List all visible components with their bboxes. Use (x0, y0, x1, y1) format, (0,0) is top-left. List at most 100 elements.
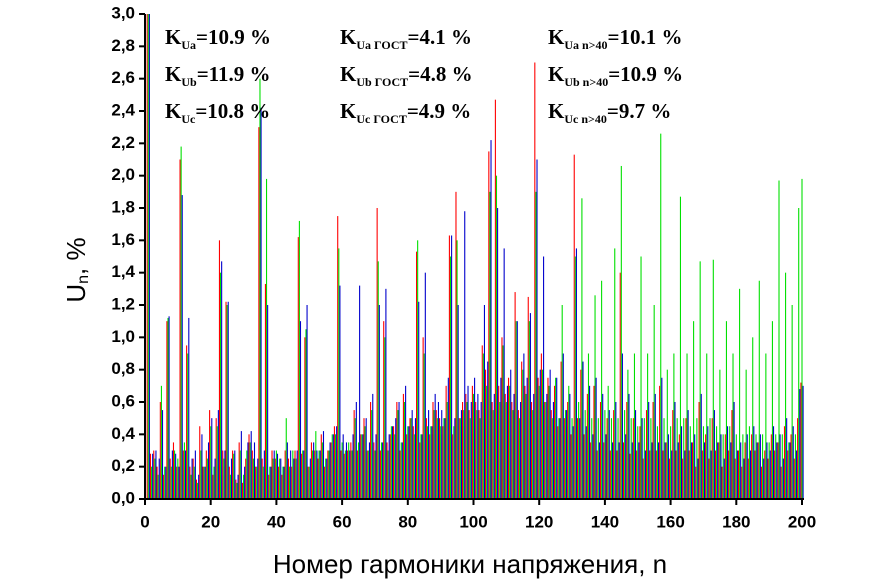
bar (440, 426, 442, 499)
bar (187, 353, 189, 499)
bar (204, 466, 206, 499)
bar (713, 410, 715, 499)
bar (730, 442, 732, 499)
bar (776, 442, 778, 499)
x-tick-label: 180 (722, 512, 750, 531)
bar (685, 418, 687, 499)
bar (226, 305, 228, 499)
bar (458, 418, 460, 499)
y-axis-title: Un, % (61, 237, 92, 302)
bar (256, 466, 258, 499)
bar (787, 450, 789, 499)
bar (582, 361, 584, 499)
bar (302, 450, 304, 499)
bar (745, 369, 747, 499)
bar (721, 466, 723, 499)
bar (765, 353, 767, 499)
bar (489, 191, 491, 500)
bar (662, 450, 664, 499)
annotation-symbol: K (165, 62, 182, 86)
annotation-symbol: K (340, 25, 357, 49)
bar (235, 479, 237, 499)
bar (557, 426, 559, 499)
bar (624, 410, 626, 499)
bar (733, 402, 735, 499)
bar (728, 450, 730, 499)
bar (405, 385, 407, 499)
bar (368, 442, 371, 499)
bar (683, 418, 685, 499)
bar (754, 450, 756, 499)
bar (250, 431, 252, 499)
bar (356, 450, 358, 499)
bar (774, 450, 776, 499)
bar (374, 450, 376, 499)
bar (271, 450, 273, 499)
y-tick-label: 0,0 (111, 488, 135, 507)
bar (661, 377, 663, 499)
bar (214, 458, 216, 499)
bar (644, 450, 646, 499)
bar (567, 402, 569, 499)
bar (366, 450, 368, 499)
bar (702, 426, 704, 499)
annotation-value: =11.9 % (197, 62, 271, 86)
bar (351, 450, 353, 499)
bar (228, 466, 230, 499)
bar (635, 410, 637, 499)
bar (330, 442, 332, 499)
annotation-symbol: K (340, 62, 357, 86)
bar (402, 393, 404, 499)
bar (742, 434, 744, 499)
bar (639, 426, 641, 499)
bar (320, 434, 322, 499)
bar (747, 458, 749, 499)
bar (523, 353, 525, 499)
bar (454, 418, 456, 499)
bar (469, 418, 471, 499)
bar (500, 377, 502, 499)
bar (752, 337, 754, 499)
bar (484, 369, 487, 499)
bar (413, 434, 415, 499)
bar (564, 410, 567, 499)
bar (199, 426, 201, 499)
bar (641, 418, 643, 499)
y-tick-label: 2,8 (111, 36, 135, 55)
bar (768, 442, 770, 499)
bar (160, 385, 162, 499)
bar (229, 474, 231, 499)
bar (762, 434, 764, 499)
annotation-subscript: Ub ГОСТ (356, 75, 408, 89)
annotation-value: =10.1 % (608, 25, 683, 49)
bar (382, 442, 384, 499)
bar (548, 385, 550, 499)
bar (155, 450, 157, 499)
bar (705, 434, 707, 499)
bar (408, 426, 410, 499)
bar (763, 458, 765, 499)
bar (712, 259, 714, 499)
bar (333, 426, 335, 499)
y-tick-label: 1,0 (111, 327, 135, 346)
bar (436, 418, 438, 499)
bar (601, 280, 603, 499)
annotation: KUb=11.9 % (165, 62, 271, 89)
bar (698, 402, 700, 499)
bar (648, 402, 650, 499)
bar (605, 434, 607, 499)
bar (643, 418, 645, 499)
bar (535, 191, 537, 500)
bar (544, 402, 546, 499)
bar (287, 458, 289, 499)
bar (682, 458, 684, 499)
bar (596, 450, 598, 499)
bar (221, 261, 223, 499)
bar (431, 426, 433, 499)
bar (706, 353, 708, 499)
bar (474, 377, 476, 499)
bar (513, 393, 515, 499)
bar (538, 385, 540, 499)
bar (477, 393, 479, 499)
bar (414, 418, 417, 499)
